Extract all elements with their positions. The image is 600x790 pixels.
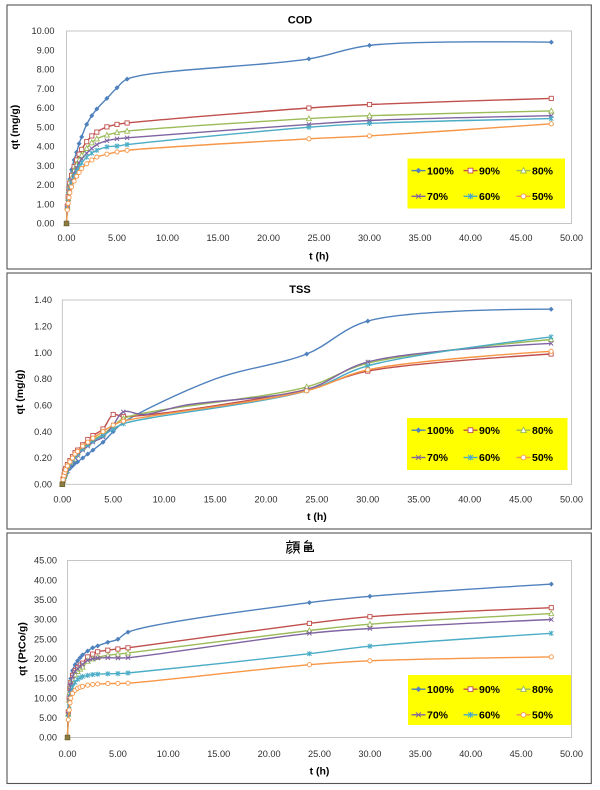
svg-text:qt (mg/g): qt (mg/g) bbox=[14, 370, 26, 415]
svg-text:40.00: 40.00 bbox=[459, 233, 482, 243]
svg-text:35.00: 35.00 bbox=[407, 495, 430, 505]
svg-text:0.60: 0.60 bbox=[34, 401, 52, 411]
svg-text:50.00: 50.00 bbox=[560, 233, 583, 243]
svg-text:100%: 100% bbox=[427, 165, 455, 177]
svg-text:45.00: 45.00 bbox=[509, 495, 532, 505]
svg-text:30.00: 30.00 bbox=[356, 495, 379, 505]
svg-text:4.00: 4.00 bbox=[37, 142, 55, 152]
svg-text:70%: 70% bbox=[427, 452, 449, 464]
svg-text:35.00: 35.00 bbox=[409, 749, 432, 759]
svg-text:40.00: 40.00 bbox=[459, 749, 482, 759]
svg-text:30.00: 30.00 bbox=[34, 615, 57, 625]
svg-text:90%: 90% bbox=[479, 425, 501, 437]
svg-text:60%: 60% bbox=[479, 710, 501, 722]
svg-text:80%: 80% bbox=[532, 425, 554, 437]
svg-text:70%: 70% bbox=[427, 191, 449, 203]
svg-text:15.00: 15.00 bbox=[34, 674, 57, 684]
svg-text:5.00: 5.00 bbox=[39, 713, 57, 723]
svg-text:t (h): t (h) bbox=[310, 766, 330, 778]
svg-text:80%: 80% bbox=[532, 684, 554, 696]
svg-text:20.00: 20.00 bbox=[258, 749, 281, 759]
svg-text:10.00: 10.00 bbox=[153, 495, 176, 505]
svg-text:10.00: 10.00 bbox=[157, 749, 180, 759]
svg-text:50%: 50% bbox=[532, 191, 554, 203]
svg-text:qt (mg/g): qt (mg/g) bbox=[9, 105, 21, 150]
svg-text:15.00: 15.00 bbox=[204, 495, 227, 505]
svg-text:30.00: 30.00 bbox=[358, 749, 381, 759]
svg-text:45.00: 45.00 bbox=[510, 233, 533, 243]
svg-text:5.00: 5.00 bbox=[108, 233, 126, 243]
svg-text:1.40: 1.40 bbox=[34, 295, 52, 305]
svg-text:20.00: 20.00 bbox=[34, 654, 57, 664]
svg-text:2.00: 2.00 bbox=[37, 180, 55, 190]
svg-text:40.00: 40.00 bbox=[34, 575, 57, 585]
svg-text:1.00: 1.00 bbox=[34, 348, 52, 358]
svg-text:5.00: 5.00 bbox=[104, 495, 122, 505]
svg-text:50%: 50% bbox=[532, 710, 554, 722]
svg-text:45.00: 45.00 bbox=[510, 749, 533, 759]
svg-text:0.00: 0.00 bbox=[39, 733, 57, 743]
svg-text:0.00: 0.00 bbox=[53, 495, 71, 505]
svg-text:1.00: 1.00 bbox=[37, 199, 55, 209]
svg-text:qt (PtCo/g): qt (PtCo/g) bbox=[17, 622, 29, 676]
svg-text:100%: 100% bbox=[427, 684, 455, 696]
svg-text:10.00: 10.00 bbox=[32, 26, 55, 36]
svg-text:0.00: 0.00 bbox=[34, 480, 52, 490]
svg-text:45.00: 45.00 bbox=[34, 556, 57, 566]
svg-text:80%: 80% bbox=[532, 165, 554, 177]
svg-text:TSS: TSS bbox=[289, 284, 310, 296]
svg-text:50.00: 50.00 bbox=[560, 495, 583, 505]
svg-text:9.00: 9.00 bbox=[37, 46, 55, 56]
svg-text:25.00: 25.00 bbox=[305, 495, 328, 505]
svg-text:7.00: 7.00 bbox=[37, 84, 55, 94]
svg-text:15.00: 15.00 bbox=[207, 749, 230, 759]
svg-text:20.00: 20.00 bbox=[257, 233, 280, 243]
svg-text:25.00: 25.00 bbox=[308, 233, 331, 243]
svg-text:70%: 70% bbox=[427, 710, 449, 722]
svg-text:60%: 60% bbox=[479, 191, 501, 203]
svg-text:1.20: 1.20 bbox=[34, 322, 52, 332]
svg-text:0.00: 0.00 bbox=[59, 749, 77, 759]
svg-text:90%: 90% bbox=[479, 165, 501, 177]
svg-text:40.00: 40.00 bbox=[458, 495, 481, 505]
svg-text:15.00: 15.00 bbox=[207, 233, 230, 243]
svg-text:0.20: 0.20 bbox=[34, 453, 52, 463]
svg-text:25.00: 25.00 bbox=[34, 634, 57, 644]
svg-text:0.80: 0.80 bbox=[34, 374, 52, 384]
svg-text:0.00: 0.00 bbox=[37, 219, 55, 229]
svg-text:30.00: 30.00 bbox=[358, 233, 381, 243]
svg-text:20.00: 20.00 bbox=[255, 495, 278, 505]
svg-text:COD: COD bbox=[288, 14, 313, 26]
svg-text:25.00: 25.00 bbox=[308, 749, 331, 759]
svg-text:60%: 60% bbox=[479, 452, 501, 464]
svg-text:10.00: 10.00 bbox=[34, 693, 57, 703]
svg-text:3.00: 3.00 bbox=[37, 161, 55, 171]
svg-text:50.00: 50.00 bbox=[560, 749, 583, 759]
svg-text:35.00: 35.00 bbox=[34, 595, 57, 605]
svg-text:8.00: 8.00 bbox=[37, 65, 55, 75]
svg-text:6.00: 6.00 bbox=[37, 103, 55, 113]
svg-text:90%: 90% bbox=[479, 684, 501, 696]
svg-text:10.00: 10.00 bbox=[156, 233, 179, 243]
svg-text:t (h): t (h) bbox=[307, 511, 327, 523]
svg-text:0.40: 0.40 bbox=[34, 427, 52, 437]
svg-text:100%: 100% bbox=[427, 425, 455, 437]
svg-text:5.00: 5.00 bbox=[109, 749, 127, 759]
svg-text:35.00: 35.00 bbox=[409, 233, 432, 243]
svg-text:t (h): t (h) bbox=[309, 251, 329, 263]
svg-text:0.00: 0.00 bbox=[58, 233, 76, 243]
svg-text:50%: 50% bbox=[532, 452, 554, 464]
svg-text:5.00: 5.00 bbox=[37, 122, 55, 132]
